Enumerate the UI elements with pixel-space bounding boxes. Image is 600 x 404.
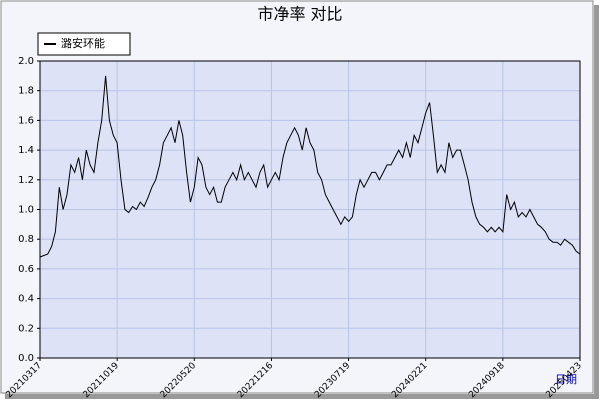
y-tick-label: 0.6: [18, 264, 34, 275]
legend-label: 潞安环能: [61, 36, 105, 50]
y-tick-label: 0.4: [18, 294, 34, 305]
y-tick-label: 0.2: [18, 323, 34, 334]
grid: [39, 60, 581, 359]
y-tick-label: 0.0: [18, 353, 34, 364]
x-axis-label: 日期: [555, 373, 577, 386]
y-tick-label: 1.2: [18, 175, 34, 186]
chart-title: 市净率 对比: [257, 5, 342, 24]
y-tick-label: 2.0: [18, 56, 34, 67]
y-tick-label: 1.4: [18, 145, 34, 156]
y-tick-label: 1.0: [18, 205, 34, 216]
marks: [39, 75, 581, 258]
y-tick-label: 0.8: [18, 234, 34, 245]
shadow: [594, 5, 599, 399]
legend: [37, 32, 131, 56]
shadow: [5, 394, 597, 399]
line: [39, 75, 581, 258]
y-tick-label: 1.8: [18, 86, 34, 97]
y-tick-label: 1.6: [18, 115, 34, 126]
